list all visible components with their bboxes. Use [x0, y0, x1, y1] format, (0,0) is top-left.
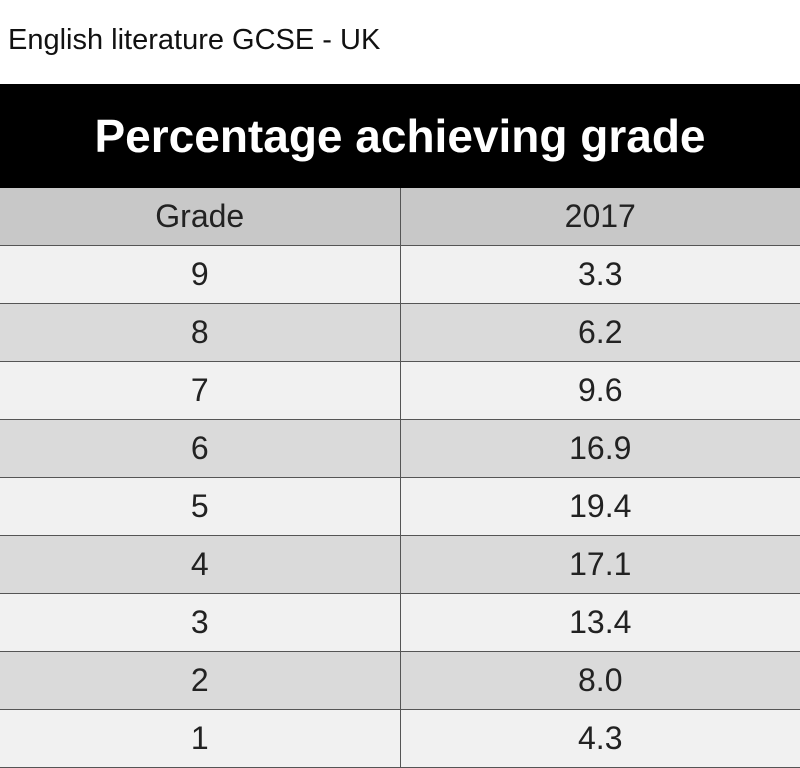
table-cell: 8.0: [400, 651, 800, 710]
table-cell: 2: [0, 651, 401, 710]
table-cell: 19.4: [400, 477, 800, 536]
table-row: 5 19.4: [0, 477, 800, 536]
table-cell: 4.3: [400, 709, 800, 768]
table-cell: 16.9: [400, 419, 800, 478]
table-cell: 6: [0, 419, 401, 478]
table-row: 6 16.9: [0, 419, 800, 478]
table-row: 4 17.1: [0, 535, 800, 594]
table-cell: 9: [0, 245, 401, 304]
table-title: Percentage achieving grade: [0, 84, 800, 188]
table-cell: 8: [0, 303, 401, 362]
table-cell: 13.4: [400, 593, 800, 652]
table-row: 9 3.3: [0, 245, 800, 304]
table-row: 2 8.0: [0, 651, 800, 710]
table-cell: 4: [0, 535, 401, 594]
table-cell: 5: [0, 477, 401, 536]
table-cell: 9.6: [400, 361, 800, 420]
table-cell: 1: [0, 709, 401, 768]
table-cell: 3: [0, 593, 401, 652]
table-cell: 7: [0, 361, 401, 420]
table-row: 1 4.3: [0, 709, 800, 768]
table-cell: 17.1: [400, 535, 800, 594]
subtitle: English literature GCSE - UK: [8, 24, 381, 56]
table-cell: 3.3: [400, 245, 800, 304]
column-header: 2017: [400, 188, 800, 246]
column-header: Grade: [0, 188, 401, 246]
header-row: Grade 2017: [0, 188, 800, 246]
table-cell: 6.2: [400, 303, 800, 362]
grade-table: Grade 2017 9 3.3 8 6.2 7 9.6 6 16.9 5 19.4 4 17.1 3 13.…: [0, 188, 800, 768]
table-row: 7 9.6: [0, 361, 800, 420]
table-row: 3 13.4: [0, 593, 800, 652]
table-row: 8 6.2: [0, 303, 800, 362]
